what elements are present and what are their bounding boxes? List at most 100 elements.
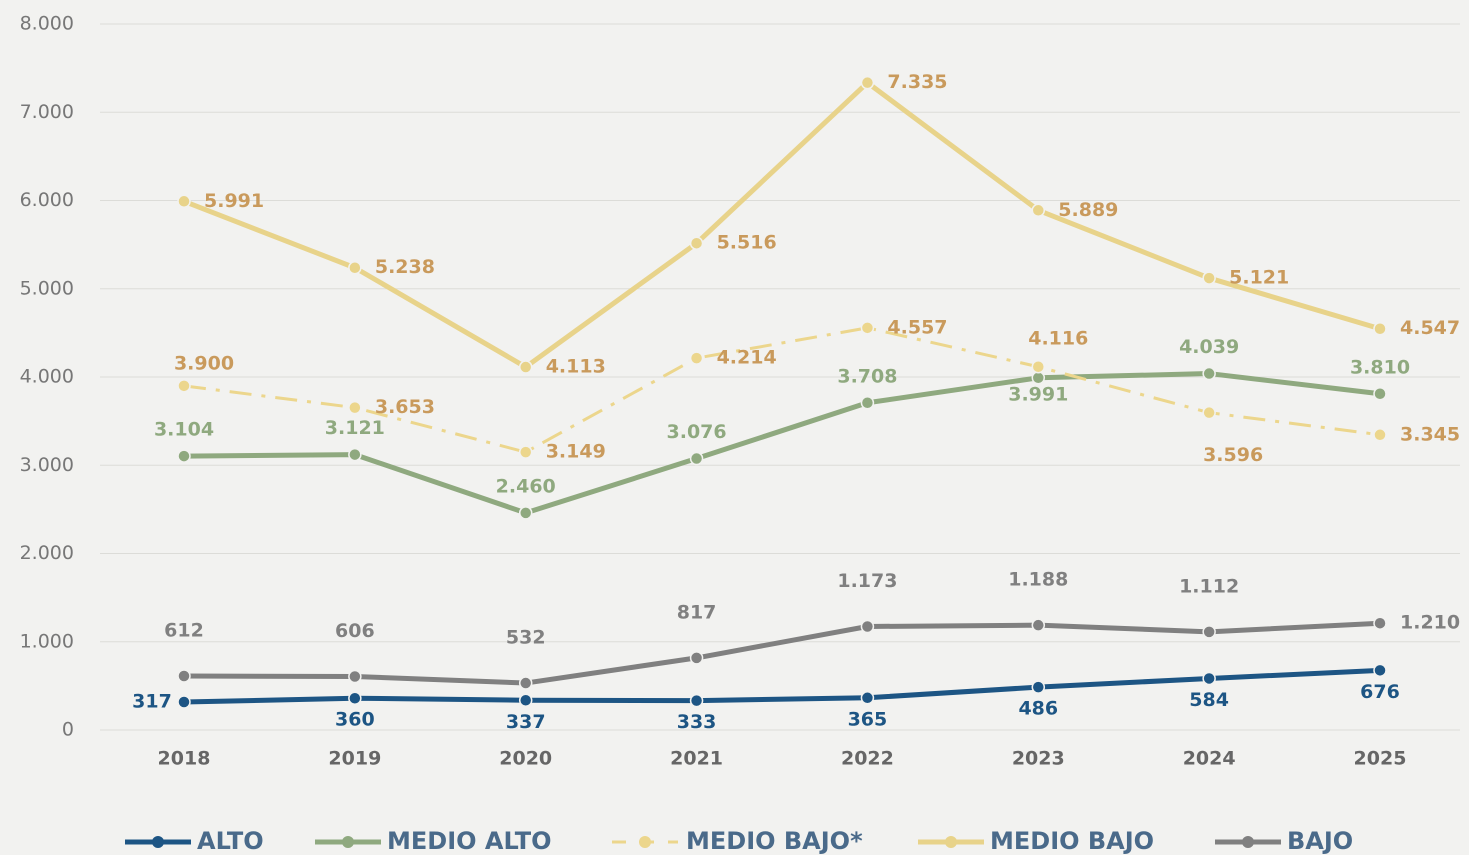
data-label: 4.557: [887, 316, 947, 338]
point: [348, 447, 362, 462]
data-label: 337: [506, 711, 546, 733]
point: [1373, 663, 1387, 678]
data-label: 333: [677, 711, 717, 733]
data-label: 3.708: [837, 365, 897, 387]
point: [860, 75, 875, 90]
point: [860, 619, 875, 634]
point: [177, 669, 191, 683]
series-line: [183, 620, 1381, 686]
point: [518, 693, 533, 708]
x-tick-label: 2025: [1354, 748, 1407, 770]
y-tick-label: 5.000: [20, 277, 74, 299]
x-tick-label: 2018: [158, 748, 211, 770]
series-line: [183, 371, 1381, 516]
point: [1031, 618, 1046, 632]
data-label: 2.460: [496, 475, 556, 497]
point: [177, 695, 191, 709]
legend-marker: [342, 836, 354, 848]
point: [689, 693, 704, 708]
data-label: 1.188: [1008, 569, 1068, 591]
data-label: 3.149: [546, 441, 606, 463]
data-label: 4.214: [717, 347, 777, 369]
point: [860, 691, 875, 705]
data-label: 1.173: [837, 570, 897, 592]
data-label: 3.810: [1350, 356, 1410, 378]
point: [518, 676, 533, 690]
data-label: 606: [335, 620, 375, 642]
legend-marker: [1242, 836, 1254, 848]
point: [1202, 405, 1216, 420]
point: [689, 651, 704, 665]
point: [177, 194, 191, 209]
point: [689, 236, 704, 250]
data-label: 3.121: [325, 417, 385, 439]
point: [1031, 680, 1046, 694]
point: [689, 451, 704, 466]
x-tick-label: 2023: [1012, 748, 1065, 770]
point: [177, 379, 191, 393]
legend-marker: [639, 836, 651, 848]
x-tick-label: 2024: [1183, 748, 1236, 770]
data-label: 360: [335, 709, 375, 731]
y-tick-label: 6.000: [20, 189, 74, 211]
data-label: 486: [1018, 698, 1058, 720]
data-label: 612: [164, 619, 204, 641]
point: [1202, 271, 1216, 285]
legend-label: MEDIO BAJO*: [686, 827, 863, 855]
x-tick-label: 2019: [328, 748, 381, 770]
point: [518, 506, 533, 520]
point: [1373, 387, 1387, 401]
point: [348, 260, 362, 275]
data-label: 3.991: [1008, 383, 1068, 405]
point: [1031, 360, 1046, 374]
point: [348, 400, 362, 415]
data-label: 817: [677, 601, 717, 623]
data-label: 5.889: [1058, 199, 1118, 221]
data-label: 365: [848, 708, 888, 730]
point: [1373, 321, 1387, 336]
point: [1031, 371, 1046, 385]
point: [1373, 428, 1387, 442]
y-tick-label: 1.000: [20, 630, 74, 652]
point: [1202, 625, 1216, 639]
data-label: 532: [506, 627, 546, 649]
point: [860, 321, 875, 335]
series-line: [183, 80, 1381, 370]
point: [1373, 616, 1387, 630]
y-tick-label: 3.000: [20, 454, 74, 476]
data-label: 3.345: [1400, 423, 1460, 445]
data-label: 5.121: [1229, 267, 1289, 289]
data-label: 3.653: [375, 396, 435, 418]
data-label: 1.210: [1400, 612, 1460, 634]
y-tick-label: 8.000: [20, 13, 74, 35]
point: [1202, 366, 1216, 381]
point: [689, 351, 704, 365]
point: [518, 360, 533, 374]
data-label: 317: [132, 691, 172, 713]
point: [518, 445, 533, 459]
y-tick-label: 2.000: [20, 542, 74, 564]
data-label: 4.547: [1400, 317, 1460, 339]
legend-label: MEDIO BAJO: [990, 827, 1154, 855]
data-label: 5.238: [375, 256, 435, 278]
legend-marker: [152, 836, 164, 848]
point: [1031, 203, 1046, 218]
data-label: 5.516: [717, 232, 777, 254]
point: [177, 449, 191, 463]
data-label: 584: [1189, 689, 1229, 711]
y-tick-label: 4.000: [20, 366, 74, 388]
data-label: 3.596: [1203, 444, 1263, 466]
series-line: [183, 326, 1381, 454]
point: [860, 396, 875, 410]
data-label: 7.335: [887, 71, 947, 93]
series-line: [183, 667, 1381, 705]
data-label: 1.112: [1179, 575, 1239, 597]
x-tick-label: 2022: [841, 748, 894, 770]
data-label: 5.991: [204, 190, 264, 212]
data-label: 3.076: [667, 421, 727, 443]
x-tick-label: 2020: [499, 748, 552, 770]
legend-label: BAJO: [1287, 827, 1353, 855]
data-label: 4.113: [546, 356, 606, 378]
x-tick-label: 2021: [670, 748, 723, 770]
